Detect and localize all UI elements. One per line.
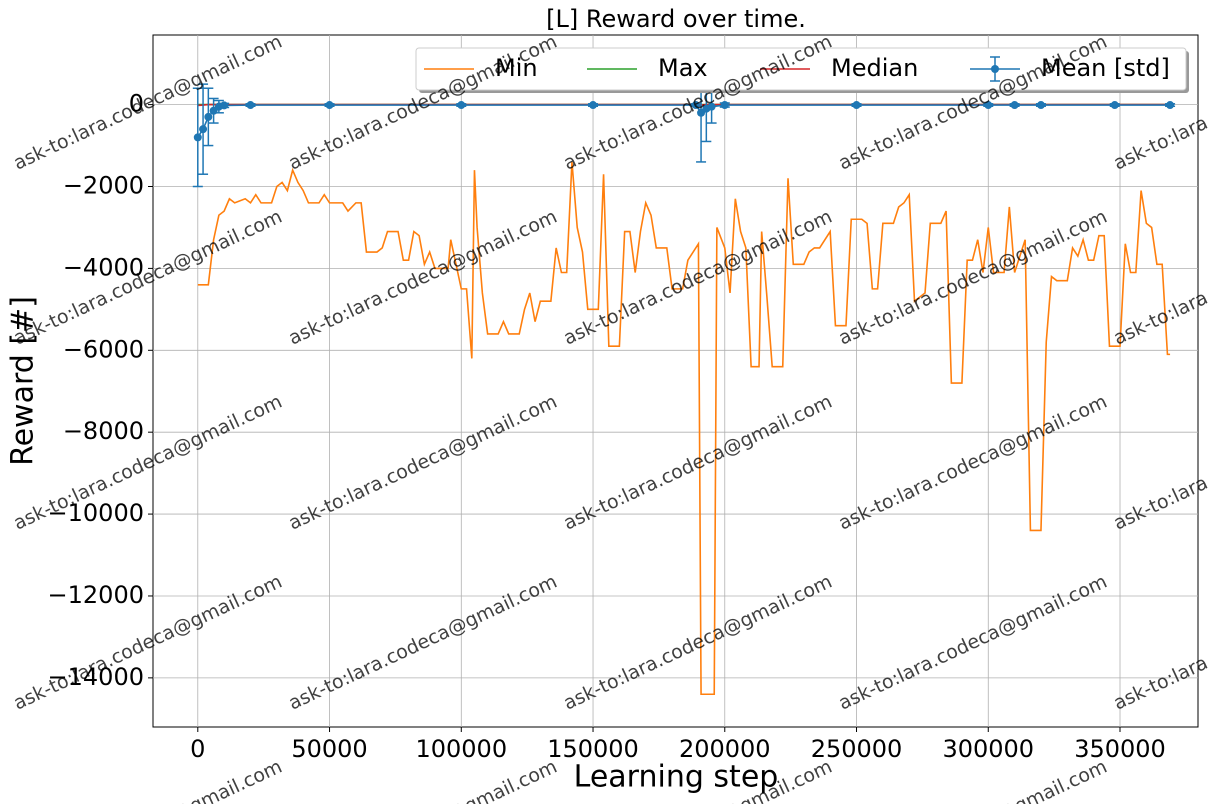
mean-marker bbox=[589, 101, 598, 110]
watermark: ask-to:lara.codeca@gmail.com bbox=[285, 570, 560, 714]
plot-frame bbox=[152, 34, 1199, 728]
mean-marker bbox=[246, 101, 255, 110]
y-tick-label: −4000 bbox=[63, 253, 144, 281]
watermark: ask-to:lara.codeca@gmail.com bbox=[560, 390, 835, 534]
watermark: ask-to:lara.codeca@gmail.com bbox=[560, 570, 835, 714]
watermark: ask-to:lara.codeca@gmail.com bbox=[1110, 390, 1208, 534]
mean-marker bbox=[1010, 101, 1019, 110]
x-tick-label: 300000 bbox=[942, 735, 1034, 763]
mean-marker bbox=[1110, 101, 1119, 110]
chart-title: [L] Reward over time. bbox=[546, 5, 806, 33]
x-tick-label: 0 bbox=[190, 735, 205, 763]
legend-swatch-marker bbox=[991, 65, 999, 73]
mean-marker bbox=[457, 101, 466, 110]
mean-marker bbox=[204, 112, 213, 121]
legend-label: Min bbox=[495, 54, 538, 82]
mean-marker bbox=[325, 101, 334, 110]
mean-marker bbox=[193, 133, 202, 142]
y-tick-label: −6000 bbox=[63, 335, 144, 363]
x-axis-label: Learning step bbox=[574, 760, 779, 795]
mean-marker bbox=[691, 101, 700, 110]
mean-marker bbox=[220, 101, 229, 110]
mean-marker bbox=[707, 102, 716, 111]
x-tick-label: 350000 bbox=[1074, 735, 1166, 763]
watermark: ask-to:lara.codeca@gmail.com bbox=[10, 390, 285, 534]
watermark: ask-to:lara.codeca@gmail.com bbox=[835, 205, 1110, 349]
mean-marker bbox=[1166, 101, 1175, 110]
y-axis-label: Reward [#] bbox=[6, 296, 41, 466]
watermark: ask-to:lara.codeca@gmail.com bbox=[285, 205, 560, 349]
watermark: ask-to:lara.codeca@gmail.com bbox=[10, 30, 285, 174]
grid bbox=[153, 35, 1198, 727]
legend-label: Median bbox=[831, 54, 918, 82]
watermark: ask-to:lara.codeca@gmail.com bbox=[10, 205, 285, 349]
x-tick-label: 150000 bbox=[547, 735, 639, 763]
mean-marker bbox=[720, 101, 729, 110]
y-tick-label: −2000 bbox=[63, 172, 144, 200]
watermark: ask-to:lara.codeca@gmail.com bbox=[835, 390, 1110, 534]
watermark: ask-to:lara.codeca@gmail.com bbox=[1110, 570, 1208, 714]
x-tick-label: 250000 bbox=[811, 735, 903, 763]
y-tick-label: −10000 bbox=[48, 499, 144, 527]
y-tick-label: 0 bbox=[129, 90, 144, 118]
legend: Min Max Median Mean [std] bbox=[415, 47, 1189, 93]
x-tick-label: 200000 bbox=[679, 735, 771, 763]
y-tick-label: −14000 bbox=[48, 663, 144, 691]
mean-marker bbox=[852, 101, 861, 110]
legend-label: Mean [std] bbox=[1041, 54, 1170, 82]
mean-marker bbox=[199, 125, 208, 134]
watermark: ask-to:lara.codeca@gmail.com bbox=[835, 570, 1110, 714]
watermark: ask-to:lara.codeca@gmail.com bbox=[10, 755, 285, 804]
y-tick-label: −12000 bbox=[48, 581, 144, 609]
x-tick-label: 100000 bbox=[415, 735, 507, 763]
series-line bbox=[197, 161, 1171, 696]
x-tick-label: 50000 bbox=[291, 735, 367, 763]
mean-marker bbox=[984, 101, 993, 110]
legend-label: Max bbox=[658, 54, 708, 82]
watermark: ask-to:lara.codeca@gmail.com bbox=[285, 390, 560, 534]
y-tick-label: −8000 bbox=[63, 417, 144, 445]
mean-marker bbox=[1036, 101, 1045, 110]
watermark: ask-to:lara.codeca@gmail.com bbox=[1110, 205, 1208, 349]
